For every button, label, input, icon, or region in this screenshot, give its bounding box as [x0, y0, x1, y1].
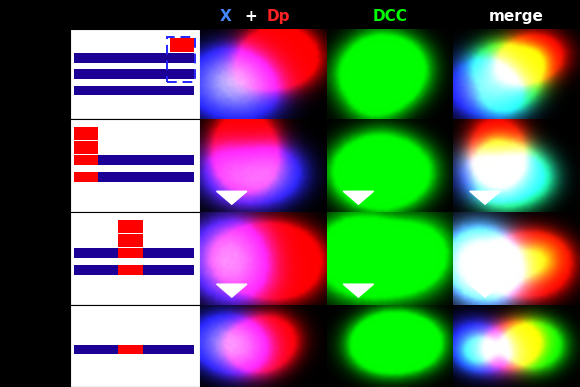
Bar [74, 172, 99, 182]
Bar [74, 69, 194, 79]
Text: X: X [220, 9, 231, 24]
Text: mnDp57: mnDp57 [44, 143, 54, 188]
Bar [168, 37, 195, 82]
Bar [118, 345, 143, 354]
Text: stDp2: stDp2 [44, 243, 54, 274]
Polygon shape [343, 191, 374, 204]
Polygon shape [343, 284, 374, 297]
Text: merge: merge [490, 9, 544, 24]
Bar [170, 38, 194, 52]
Bar [74, 127, 99, 140]
Polygon shape [216, 284, 247, 297]
Text: a: a [2, 33, 13, 51]
Text: c: c [2, 216, 12, 233]
Polygon shape [470, 191, 500, 204]
Bar [74, 265, 194, 275]
Text: mnDp1: mnDp1 [44, 55, 54, 93]
Text: d: d [2, 308, 14, 326]
Bar [74, 155, 99, 165]
Bar [74, 86, 194, 96]
Bar [74, 155, 194, 165]
Text: stDp2
region on X: stDp2 region on X [38, 316, 60, 376]
Bar [74, 53, 194, 63]
Bar [74, 172, 194, 182]
Bar [118, 265, 143, 275]
Text: DCC: DCC [372, 9, 408, 24]
Bar [118, 220, 143, 233]
Polygon shape [470, 284, 500, 297]
Polygon shape [216, 191, 247, 204]
Bar [118, 234, 143, 247]
Bar [74, 248, 194, 258]
Text: +: + [244, 9, 257, 24]
Bar [74, 141, 99, 154]
Bar [118, 248, 143, 258]
Bar [74, 345, 194, 354]
Text: b: b [2, 123, 14, 140]
Text: Dp: Dp [267, 9, 291, 24]
